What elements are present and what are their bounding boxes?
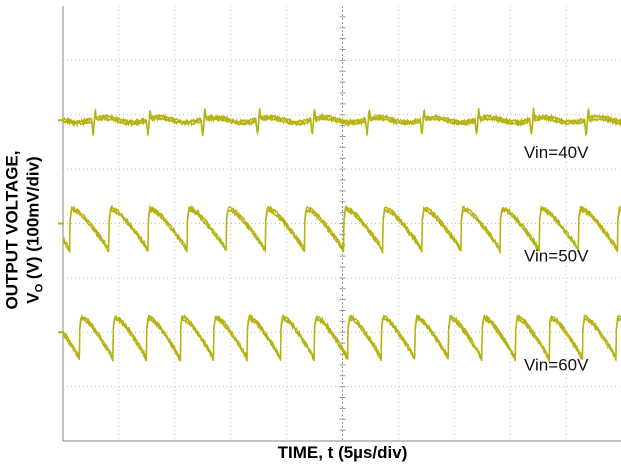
trace-1-upper [62, 107, 621, 134]
trace-1-lower [62, 109, 621, 137]
y-axis-label-rest: (V) (100mV/div) [23, 156, 43, 284]
trace-3-upper [62, 313, 621, 361]
trace-2-upper [62, 204, 621, 252]
y-axis-label-line1: OUTPUT VOLTAGE, [2, 150, 22, 310]
trace-labels: Vin=40V Vin=50V Vin=60V [524, 143, 589, 374]
y-axis-label: OUTPUT VOLTAGE, VO (V) (100mV/div) [2, 25, 46, 435]
trace-label-3: Vin=60V [524, 355, 589, 374]
graticule [62, 6, 621, 442]
trace-3-lower [62, 315, 621, 363]
trace-label-2: Vin=50V [524, 247, 589, 266]
trace-2-lower [62, 206, 621, 255]
y-axis-label-subscript: O [33, 283, 46, 293]
x-axis-label: TIME, t (5µs/div) [277, 443, 408, 462]
y-axis-label-symbol: V [23, 292, 43, 304]
ground-markers [58, 119, 64, 334]
traces [62, 107, 621, 363]
trace-label-1: Vin=40V [524, 143, 589, 162]
